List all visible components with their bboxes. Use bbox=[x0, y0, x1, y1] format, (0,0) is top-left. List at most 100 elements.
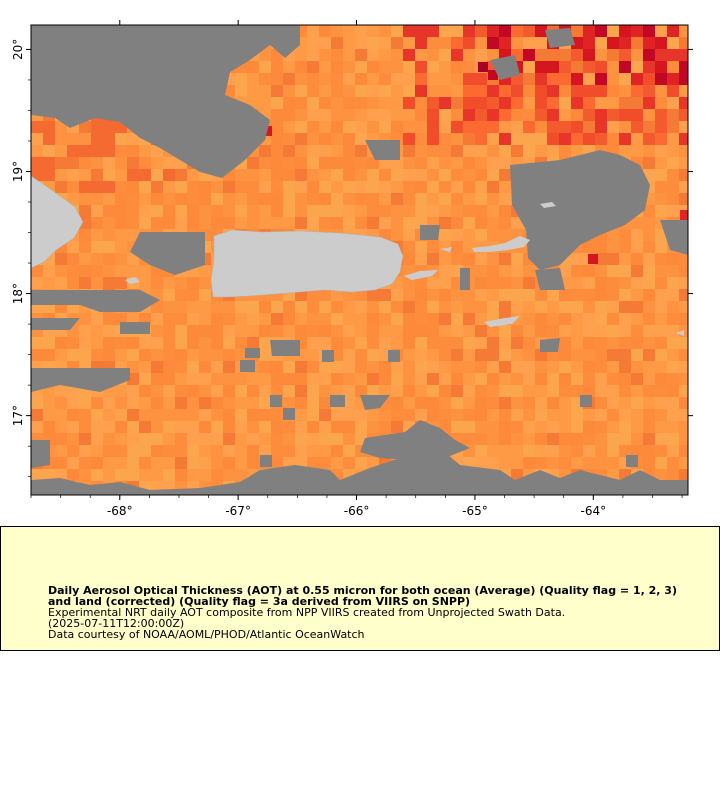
aot-cell bbox=[655, 241, 667, 253]
aot-cell bbox=[607, 265, 619, 277]
aot-cell bbox=[523, 109, 535, 121]
aot-cell bbox=[679, 25, 688, 37]
aot-cell bbox=[163, 337, 175, 349]
aot-cell bbox=[283, 397, 295, 409]
aot-cell bbox=[307, 301, 319, 313]
aot-cell bbox=[667, 169, 679, 181]
aot-cell bbox=[679, 433, 688, 445]
aot-cell bbox=[223, 301, 235, 313]
aot-cell bbox=[79, 433, 91, 445]
aot-cell bbox=[547, 409, 559, 421]
aot-cell bbox=[667, 325, 679, 337]
aot-cell bbox=[379, 193, 391, 205]
aot-cell bbox=[451, 73, 463, 85]
aot-cell bbox=[559, 397, 571, 409]
aot-cell bbox=[631, 277, 643, 289]
map-axis-ticks: -68° -67° -66° -65° -64°20°19°18°17° bbox=[11, 20, 693, 518]
aot-cell bbox=[559, 421, 571, 433]
aot-cell bbox=[259, 409, 271, 421]
aot-cell bbox=[391, 85, 403, 97]
missing-data-region bbox=[420, 225, 440, 240]
aot-cell bbox=[607, 121, 619, 133]
aot-cell bbox=[655, 301, 667, 313]
aot-cell bbox=[439, 169, 451, 181]
aot-cell bbox=[571, 301, 583, 313]
aot-cell bbox=[211, 361, 223, 373]
aot-cell bbox=[679, 349, 688, 361]
aot-cell bbox=[295, 385, 307, 397]
aot-cell bbox=[523, 337, 535, 349]
aot-cell bbox=[235, 325, 247, 337]
aot-cell bbox=[343, 61, 355, 73]
aot-cell bbox=[295, 73, 307, 85]
aot-cell bbox=[175, 193, 187, 205]
aot-cell bbox=[475, 337, 487, 349]
aot-cell bbox=[391, 421, 403, 433]
aot-cell bbox=[607, 73, 619, 85]
aot-cell bbox=[67, 397, 79, 409]
aot-cell bbox=[295, 205, 307, 217]
aot-cell bbox=[163, 397, 175, 409]
aot-cell bbox=[451, 133, 463, 145]
aot-cell bbox=[223, 421, 235, 433]
aot-cell bbox=[391, 289, 403, 301]
aot-cell bbox=[259, 397, 271, 409]
aot-cell bbox=[655, 277, 667, 289]
aot-cell bbox=[415, 85, 427, 97]
aot-cell bbox=[595, 109, 607, 121]
aot-cell bbox=[343, 385, 355, 397]
aot-cell bbox=[643, 61, 655, 73]
aot-cell bbox=[415, 301, 427, 313]
aot-cell bbox=[655, 145, 667, 157]
aot-cell bbox=[655, 169, 667, 181]
aot-cell bbox=[415, 409, 427, 421]
aot-cell bbox=[643, 205, 655, 217]
aot-cell bbox=[655, 97, 667, 109]
aot-cell bbox=[559, 349, 571, 361]
aot-cell bbox=[67, 193, 79, 205]
aot-cell bbox=[475, 457, 487, 469]
aot-cell bbox=[187, 445, 199, 457]
aot-cell bbox=[427, 157, 439, 169]
aot-cell bbox=[343, 49, 355, 61]
aot-cell bbox=[571, 253, 583, 265]
aot-cell bbox=[103, 265, 115, 277]
aot-cell bbox=[67, 445, 79, 457]
aot-cell bbox=[679, 265, 688, 277]
aot-cell bbox=[439, 409, 451, 421]
x-tick-label: -66° bbox=[344, 504, 370, 518]
aot-cell bbox=[247, 337, 259, 349]
aot-cell bbox=[403, 109, 415, 121]
aot-cell bbox=[487, 445, 499, 457]
aot-cell bbox=[151, 373, 163, 385]
aot-cell bbox=[139, 445, 151, 457]
aot-cell bbox=[619, 97, 631, 109]
aot-cell bbox=[475, 325, 487, 337]
aot-cell bbox=[199, 373, 211, 385]
aot-cell bbox=[619, 145, 631, 157]
aot-cell bbox=[487, 97, 499, 109]
aot-cell bbox=[247, 61, 259, 73]
aot-cell bbox=[283, 325, 295, 337]
aot-cell bbox=[391, 313, 403, 325]
aot-cell bbox=[67, 265, 79, 277]
aot-cell bbox=[271, 373, 283, 385]
aot-cell bbox=[583, 301, 595, 313]
aot-cell bbox=[499, 457, 511, 469]
aot-cell bbox=[247, 397, 259, 409]
aot-cell bbox=[559, 133, 571, 145]
x-tick-label: -68° bbox=[107, 504, 133, 518]
aot-cell bbox=[367, 361, 379, 373]
aot-cell bbox=[607, 325, 619, 337]
aot-cell bbox=[667, 157, 679, 169]
aot-cell bbox=[379, 121, 391, 133]
aot-cell bbox=[55, 445, 67, 457]
aot-cell bbox=[571, 265, 583, 277]
aot-cell bbox=[619, 337, 631, 349]
aot-cell bbox=[643, 289, 655, 301]
aot-cell bbox=[439, 277, 451, 289]
aot-cell bbox=[55, 277, 67, 289]
aot-cell bbox=[367, 37, 379, 49]
aot-cell bbox=[79, 445, 91, 457]
aot-cell bbox=[607, 241, 619, 253]
